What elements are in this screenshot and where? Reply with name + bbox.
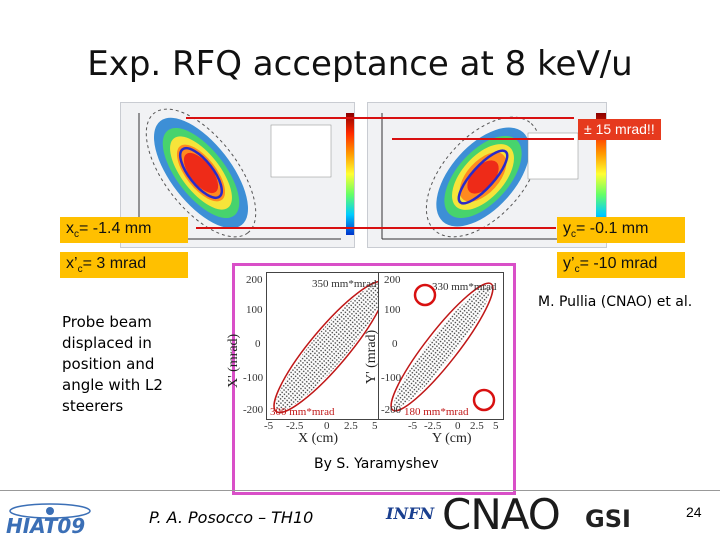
sim-x-ylabel: X' (mrad) [226,333,241,388]
red-line-bottom [196,227,556,229]
sim-scatter-y [390,282,494,412]
ypc-value: = -10 mrad [579,255,658,272]
yc-symbol: y [563,220,571,237]
sim-x-ytick: 200 [246,274,263,286]
hiat-logo: HIAT09 [6,503,91,538]
red-line-middle [392,138,574,140]
cnao-logo: CNAO [442,490,561,539]
sim-x-ytick: -100 [243,372,264,384]
xc-subscript: c [74,229,79,241]
slide-title: Exp. RFQ acceptance at 8 keV/u [87,44,633,84]
yc-subscript: c [571,229,576,241]
probe-beam-note: Probe beam displaced in position and ang… [62,313,163,415]
sim-y-bottom-note: 180 mm*mrad [404,406,469,418]
red-line-top-right [456,117,574,119]
sim-y-top-note: 330 mm*mrad [432,281,497,293]
sim-x-xtick: 0 [324,420,330,432]
xpc-value: = 3 mrad [82,255,147,272]
sim-y-ytick: 200 [384,274,401,286]
footer-divider [0,490,720,491]
sim-x-xtick: 5 [372,420,378,432]
yc-callout: yc= -0.1 mm [557,217,685,244]
sim-x-top-note: 350 mm*mrad [312,278,377,290]
sim-plot-y [378,272,504,420]
xc-symbol: x [66,220,74,237]
xc-value: = -1.4 mm [79,220,152,237]
mrad-callout: ± 15 mrad!! [578,119,661,140]
marker-circle-bottom [472,388,496,412]
sim-x-ytick: 100 [246,304,263,316]
red-line-top-left [186,117,456,119]
sim-x-xtick: -2.5 [286,420,304,432]
sim-y-ytick: -100 [381,372,402,384]
hiat-logo-text: HIAT09 [6,514,85,538]
sim-plot-x [266,272,392,420]
xc-callout: xc= -1.4 mm [60,217,188,244]
sim-x-ytick: -200 [243,404,264,416]
sim-y-xtick: 0 [455,420,461,432]
xpc-callout: x’c= 3 mrad [60,252,188,279]
sim-y-xtick: -5 [408,420,418,432]
sim-x-ytick: 0 [255,338,261,350]
ypc-symbol: y’ [563,255,575,272]
pullia-credit: M. Pullia (CNAO) et al. [538,294,693,310]
sim-y-xlabel: Y (cm) [432,431,472,446]
yaramyshev-credit: By S. Yaramyshev [314,456,439,472]
xpc-symbol: x’ [66,255,78,272]
sim-y-ytick: 0 [392,338,398,350]
colorbar-x [346,113,354,235]
infn-logo: INFN [386,504,435,523]
sim-y-xtick: -2.5 [424,420,442,432]
gsi-logo: GSI [585,505,631,533]
ypc-subscript: c [574,264,580,276]
sim-y-xtick: 5 [493,420,499,432]
xpc-subscript: c [77,264,83,276]
colorbar-y [596,113,606,235]
sim-x-bottom-note: 300 mm*mrad [270,406,335,418]
ypc-callout: y’c= -10 mrad [557,252,685,279]
sim-y-xtick: 2.5 [470,420,484,432]
yc-value: = -0.1 mm [576,220,649,237]
sim-x-xtick: -5 [264,420,274,432]
sim-y-ytick: 100 [384,304,401,316]
sim-y-ylabel: Y' (mrad) [364,329,379,384]
page-number: 24 [686,504,702,520]
author-credit: P. A. Posocco – TH10 [149,508,314,527]
marker-circle-top [413,283,437,307]
sim-y-ytick: -200 [381,404,402,416]
sim-x-xlabel: X (cm) [298,431,339,446]
sim-x-xtick: 2.5 [344,420,358,432]
